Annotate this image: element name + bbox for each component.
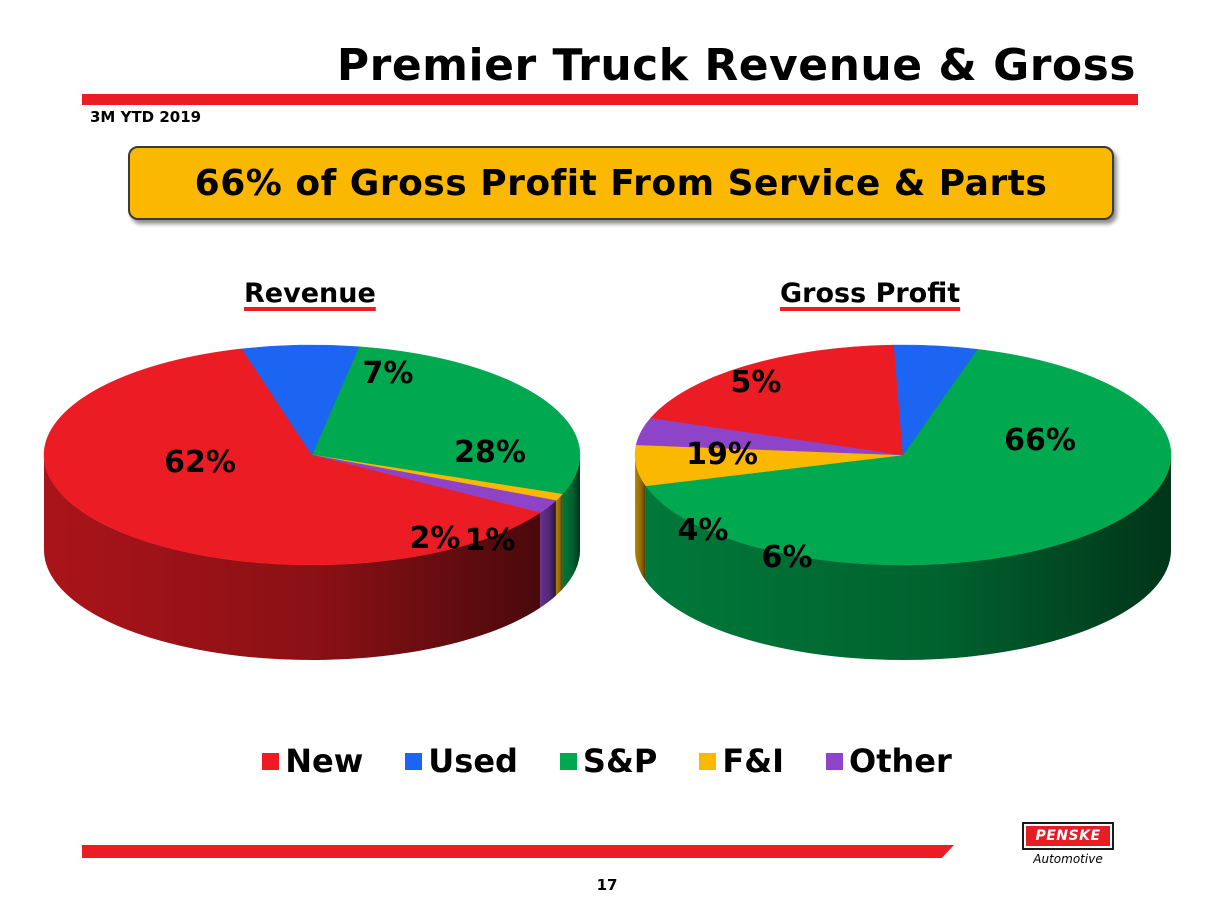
revenue-label-used: 7% bbox=[363, 356, 414, 391]
top-divider bbox=[82, 94, 1138, 105]
period-label: 3M YTD 2019 bbox=[90, 108, 202, 126]
legend-swatch-sp bbox=[559, 752, 577, 770]
banner-text: 66% of Gross Profit From Service & Parts bbox=[194, 162, 1048, 204]
revenue-chart-title: Revenue bbox=[244, 278, 376, 309]
legend-item-used: Used bbox=[405, 742, 518, 780]
gross-profit-label-f-i: 6% bbox=[762, 540, 813, 575]
legend-swatch-new bbox=[262, 752, 280, 770]
logo-text: PENSKE bbox=[1026, 826, 1110, 846]
gross-profit-label-other: 4% bbox=[678, 513, 729, 548]
slide-title: Premier Truck Revenue & Gross bbox=[336, 40, 1136, 91]
logo-subtext: Automotive bbox=[1033, 852, 1103, 866]
gross-profit-pie: 66% 6% 4% 19% 5% bbox=[634, 344, 1172, 661]
gross-profit-side-shade-f-i bbox=[635, 455, 646, 581]
logo-box: PENSKE bbox=[1022, 822, 1114, 850]
gross-profit-chart-title: Gross Profit bbox=[780, 278, 961, 309]
legend-label-other: Other bbox=[849, 742, 952, 780]
gross-profit-slice-new bbox=[650, 344, 904, 456]
revenue-side-shade-s-p bbox=[562, 455, 580, 590]
legend-label-fi: F&I bbox=[722, 742, 784, 780]
penske-logo: PENSKE Automotive bbox=[1022, 822, 1114, 866]
legend-label-sp: S&P bbox=[582, 742, 658, 780]
revenue-label-s-p: 28% bbox=[454, 435, 526, 470]
legend: New Used S&P F&I Other bbox=[0, 742, 1214, 780]
bottom-divider bbox=[82, 845, 954, 858]
gross-profit-slice-used bbox=[893, 344, 978, 456]
gross-profit-label-used: 5% bbox=[731, 365, 782, 400]
legend-item-sp: S&P bbox=[559, 742, 658, 780]
legend-swatch-used bbox=[405, 752, 423, 770]
gross-profit-label-new: 19% bbox=[686, 437, 758, 472]
legend-item-new: New bbox=[262, 742, 363, 780]
legend-item-other: Other bbox=[826, 742, 952, 780]
revenue-label-f-i: 1% bbox=[465, 523, 516, 558]
page-number: 17 bbox=[596, 876, 618, 894]
revenue-pie-sides bbox=[44, 455, 580, 660]
revenue-side-shade-f-i bbox=[555, 494, 563, 596]
legend-item-fi: F&I bbox=[699, 742, 784, 780]
legend-swatch-fi bbox=[699, 752, 717, 770]
revenue-label-new: 62% bbox=[164, 445, 236, 480]
gross-profit-label-s-p: 66% bbox=[1004, 423, 1076, 458]
revenue-pie: 28% 1%2% 62% 7% bbox=[43, 344, 581, 660]
legend-label-used: Used bbox=[428, 742, 518, 780]
revenue-label-other: 2% bbox=[410, 521, 461, 556]
gross-profit-side-shade-s-p bbox=[645, 455, 1171, 661]
legend-swatch-other bbox=[826, 752, 843, 770]
revenue-slice-new bbox=[43, 348, 541, 566]
gross-profit-slice-s-p bbox=[645, 349, 1172, 566]
revenue-slice-used bbox=[241, 344, 360, 456]
revenue-slice-s-p bbox=[311, 346, 581, 495]
highlight-banner: 66% of Gross Profit From Service & Parts bbox=[128, 146, 1114, 220]
revenue-side-shade-other bbox=[540, 500, 556, 608]
gross-profit-pie-sides bbox=[635, 455, 1171, 661]
revenue-side-shade-new bbox=[44, 455, 541, 660]
legend-label-new: New bbox=[285, 742, 364, 780]
